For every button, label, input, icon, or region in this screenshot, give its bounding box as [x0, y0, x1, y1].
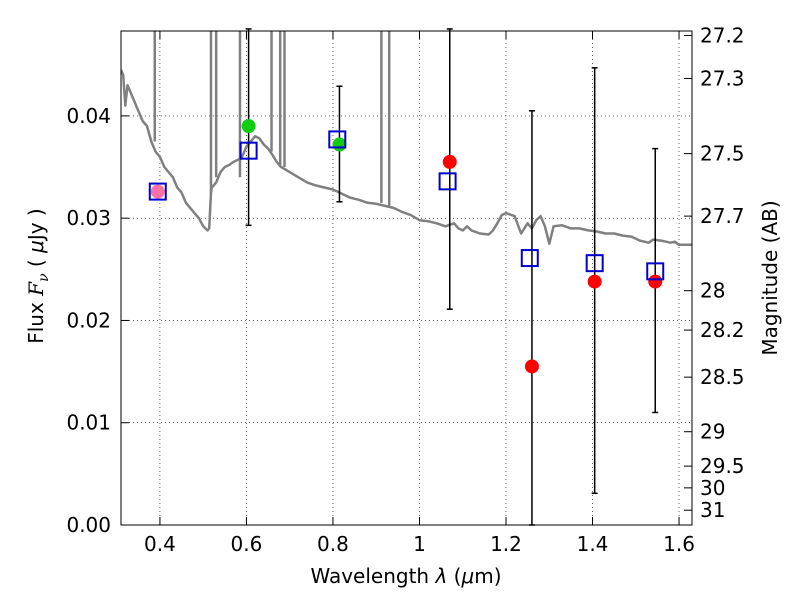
observed-point: [442, 154, 457, 169]
x-tick-label: 1: [413, 532, 426, 556]
x-axis-label: Wavelength λ (μm): [310, 564, 501, 588]
y2-tick-label: 28: [700, 279, 725, 303]
y-tick-label: 0.01: [66, 411, 111, 435]
y2-tick-label: 28.5: [700, 365, 745, 389]
y2-tick-label: 29.5: [700, 454, 745, 478]
x-tick-label: 1.2: [490, 532, 522, 556]
y2-tick-label: 27.3: [700, 67, 745, 91]
model-point: [646, 262, 665, 281]
model-point: [239, 141, 258, 160]
x-tick-label: 0.6: [231, 532, 263, 556]
observed-point: [648, 274, 663, 289]
y2-tick-label: 30: [700, 476, 725, 500]
model-point: [585, 254, 604, 273]
model-point: [148, 182, 167, 201]
observed-point: [587, 274, 602, 289]
model-point: [438, 172, 457, 191]
y2-tick-label: 29: [700, 420, 725, 444]
spectrum-series: [121, 31, 692, 247]
y2-axis-label: Magnitude (AB): [758, 200, 782, 355]
plot-frame: [120, 30, 693, 526]
y-tick-label: 0.00: [66, 513, 111, 537]
y2-tick-label: 28.2: [700, 318, 745, 342]
y-tick-label: 0.03: [66, 206, 111, 230]
model-point: [520, 249, 539, 268]
model-point: [328, 130, 347, 149]
y2-tick-label: 31: [700, 498, 725, 522]
x-tick-label: 0.4: [144, 532, 176, 556]
observed-point: [150, 184, 165, 199]
y-tick-label: 0.02: [66, 308, 111, 332]
observed-point: [524, 359, 539, 374]
x-tick-label: 0.8: [317, 532, 349, 556]
model-points: [148, 130, 665, 281]
x-tick-label: 1.4: [577, 532, 609, 556]
y2-tick-label: 27.7: [700, 204, 745, 228]
spectrum-line: [121, 69, 692, 247]
y-tick-label: 0.04: [66, 104, 111, 128]
y2-tick-label: 27.2: [700, 23, 745, 47]
observed-point: [241, 119, 256, 134]
y2-tick-label: 27.5: [700, 142, 745, 166]
axis-ticks: 0.4 0.6 0.8 1 1.2 1.4 1.6 0.00 0.01 0.02 0.03 0.04 2…: [66, 23, 744, 556]
x-tick-label: 1.6: [663, 532, 695, 556]
y-axis-label: Flux Fν ( μJy ): [24, 208, 52, 344]
